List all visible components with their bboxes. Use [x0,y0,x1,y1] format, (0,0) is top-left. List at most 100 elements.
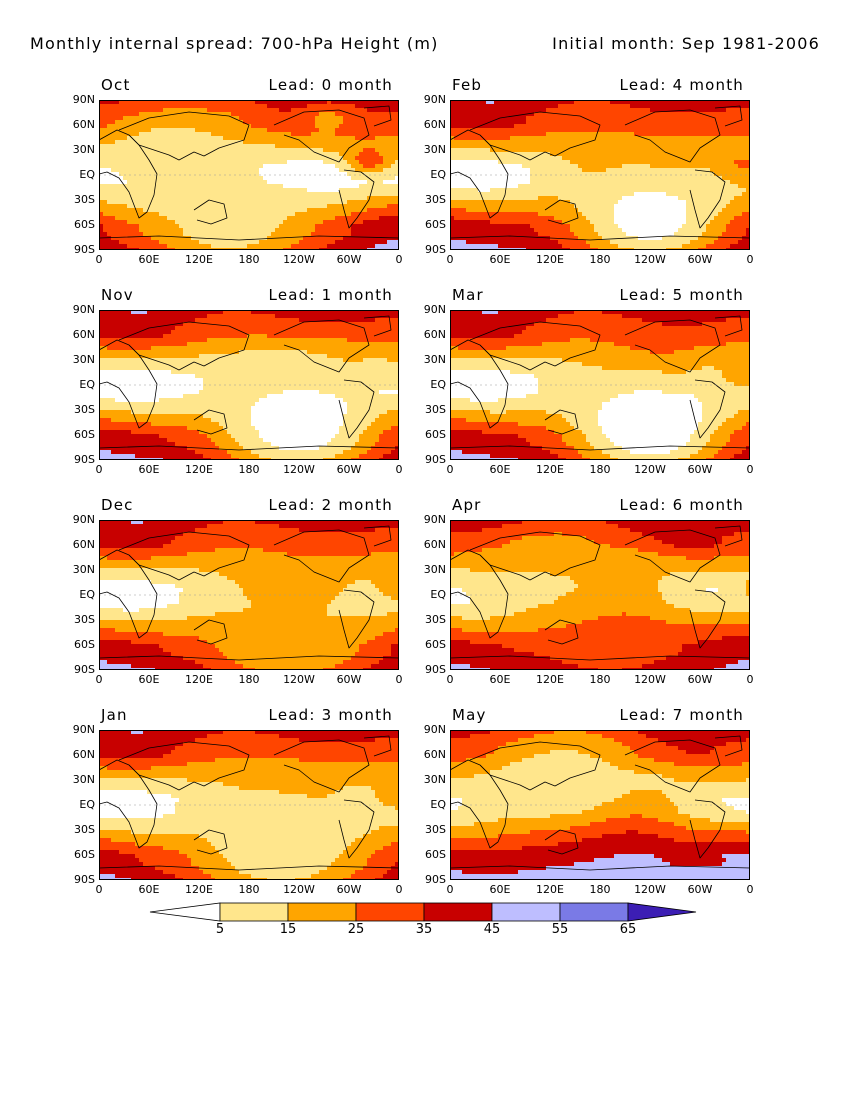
coastline [450,525,750,670]
lat-tick-label: 60S [55,848,95,861]
lat-tick-label: 60S [406,218,446,231]
lon-tick-label: 180 [224,883,274,896]
lon-tick-label: 120E [525,253,575,266]
spread-field [450,730,750,880]
colorbar-segment [423,902,493,922]
figure-subtitle: Initial month: Sep 1981-2006 [552,34,820,53]
lon-tick-label: 0 [374,883,424,896]
colorbar-tick-label: 45 [472,922,512,937]
lat-tick-label: EQ [406,798,446,811]
panel-month-label: May [452,706,487,724]
map-panel-jan [99,730,399,880]
lon-tick-label: 0 [74,253,124,266]
coastline [99,315,399,460]
lat-tick-label: EQ [55,378,95,391]
lat-tick-label: 30N [406,773,446,786]
colorbar-tick-label: 15 [268,922,308,937]
lon-tick-label: 180 [575,883,625,896]
lat-tick-label: 90N [55,723,95,736]
lon-tick-label: 180 [575,253,625,266]
spread-field [450,520,750,670]
colorbar-segment [355,902,425,922]
lat-tick-label: EQ [406,588,446,601]
lat-tick-label: 90N [406,723,446,736]
colorbar-segment [491,902,561,922]
colorbar-segment [287,902,357,922]
lat-tick-label: 30N [55,143,95,156]
lon-tick-label: 120W [625,883,675,896]
spread-field [99,730,399,880]
lon-tick-label: 0 [74,883,124,896]
lat-tick-label: 30S [55,823,95,836]
lon-tick-label: 120W [274,463,324,476]
map-panel-mar [450,310,750,460]
lat-tick-label: 90S [55,453,95,466]
lon-tick-label: 120E [525,883,575,896]
lat-tick-label: 60N [406,538,446,551]
lat-tick-label: 30S [406,613,446,626]
map-frame [450,100,750,250]
lat-tick-label: 60S [406,428,446,441]
coastline [450,735,750,880]
lat-tick-label: 90S [55,873,95,886]
lon-tick-label: 120W [625,673,675,686]
lon-tick-label: 60W [675,883,725,896]
colorbar-tick-label: 5 [200,922,240,937]
lat-tick-label: EQ [406,378,446,391]
lat-tick-label: 90N [406,93,446,106]
lon-tick-label: 60W [675,463,725,476]
lon-tick-label: 120E [525,463,575,476]
lon-tick-label: 0 [725,673,775,686]
figure-title: Monthly internal spread: 700-hPa Height … [30,34,439,53]
lat-tick-label: 30S [406,193,446,206]
lon-tick-label: 0 [374,673,424,686]
panel-lead-label: Lead: 7 month [620,706,744,724]
lat-tick-label: 60N [406,748,446,761]
lon-tick-label: 180 [224,253,274,266]
map-frame [450,730,750,880]
lon-tick-label: 60W [675,673,725,686]
lat-tick-label: 30N [406,143,446,156]
lat-tick-label: EQ [55,168,95,181]
lon-tick-label: 60E [475,673,525,686]
lat-tick-label: 30S [55,613,95,626]
lat-tick-label: 60S [55,638,95,651]
lat-tick-label: 60S [406,638,446,651]
coastline [99,525,399,670]
lat-tick-label: 90N [55,93,95,106]
lat-tick-label: 60S [406,848,446,861]
map-frame [99,100,399,250]
lon-tick-label: 60W [324,673,374,686]
lat-tick-label: 30N [55,773,95,786]
lon-tick-label: 60W [675,253,725,266]
lon-tick-label: 60E [124,883,174,896]
panel-lead-label: Lead: 0 month [269,76,393,94]
coastline [450,105,750,250]
lon-tick-label: 120W [274,673,324,686]
lon-tick-label: 0 [725,253,775,266]
lon-tick-label: 0 [425,253,475,266]
lon-tick-label: 0 [425,463,475,476]
colorbar-segment [219,902,289,922]
lat-tick-label: 90N [55,513,95,526]
panel-month-label: Feb [452,76,482,94]
map-panel-dec [99,520,399,670]
map-frame [99,730,399,880]
lon-tick-label: 0 [74,673,124,686]
lon-tick-label: 60W [324,883,374,896]
spread-field [99,100,399,250]
panel-lead-label: Lead: 3 month [269,706,393,724]
lat-tick-label: 90N [406,303,446,316]
lat-tick-label: 60N [55,118,95,131]
panel-lead-label: Lead: 6 month [620,496,744,514]
lat-tick-label: 60N [55,328,95,341]
lat-tick-label: EQ [55,588,95,601]
colorbar-segment [559,902,629,922]
lat-tick-label: 30N [55,353,95,366]
map-panel-apr [450,520,750,670]
lon-tick-label: 0 [725,463,775,476]
lon-tick-label: 120W [274,883,324,896]
spread-field [450,310,750,460]
map-panel-nov [99,310,399,460]
lat-tick-label: 30S [55,403,95,416]
